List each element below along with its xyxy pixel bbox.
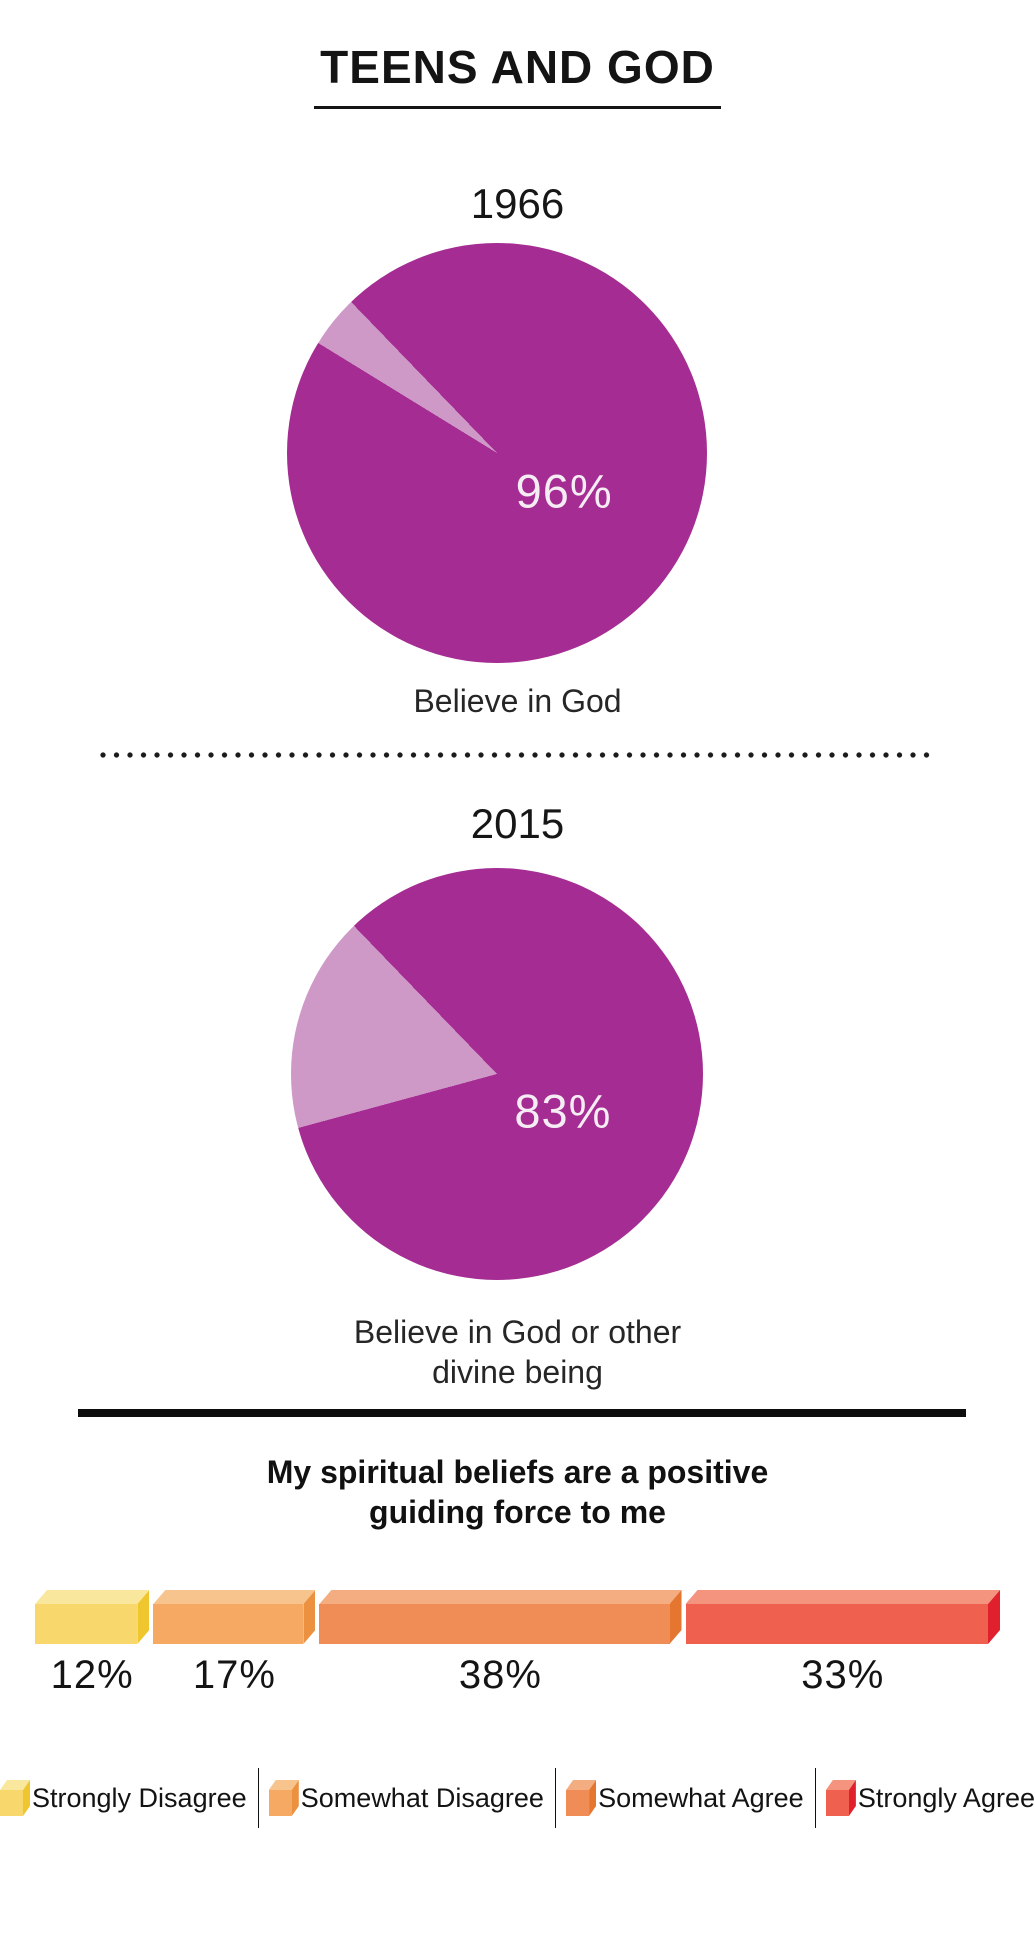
page-title: TEENS AND GOD [314, 40, 721, 109]
swatch-front-face [268, 1790, 292, 1816]
swatch-top-face [826, 1780, 856, 1790]
bar-segment-somewhat-agree [319, 1590, 682, 1644]
bar-segment-top-face [686, 1590, 1000, 1604]
bar-segment-front-face [35, 1604, 138, 1644]
bar-segment-side-face [669, 1590, 682, 1644]
swatch-top-face [566, 1780, 596, 1790]
bar-segment-side-face [988, 1590, 1000, 1644]
legend-label: Strongly Agree [857, 1782, 1035, 1813]
dotted-divider [100, 752, 936, 758]
pie-1966-year-label: 1966 [470, 180, 565, 227]
bar-segment-top-face [319, 1590, 681, 1604]
legend-item-somewhat-agree: Somewhat Agree [566, 1780, 804, 1816]
legend-item-somewhat-disagree: Somewhat Disagree [268, 1780, 544, 1816]
legend-item-strongly-agree: Strongly Agree [825, 1780, 1035, 1816]
bar-segment-strongly-agree [685, 1590, 1000, 1644]
bar-chart-title-line1: My spiritual beliefs are a positive [266, 1454, 769, 1490]
swatch-front-face [566, 1790, 590, 1816]
legend-swatch-somewhat-agree-icon [566, 1780, 597, 1816]
bar-segment-side-face [303, 1590, 316, 1644]
pie-1966-value-label: 96% [515, 464, 613, 518]
pie-1966-caption: Believe in God [413, 683, 622, 719]
legend-swatch-somewhat-disagree-icon [268, 1780, 299, 1816]
legend-swatch-strongly-agree-icon [825, 1780, 856, 1816]
legend-label: Somewhat Disagree [300, 1782, 544, 1813]
legend-label: Strongly Disagree [32, 1782, 247, 1813]
swatch-side-face [291, 1780, 299, 1816]
pie-2015-year-label: 2015 [470, 800, 565, 847]
swatch-side-face [23, 1780, 30, 1816]
swatch-front-face [0, 1790, 23, 1816]
swatch-top-face [269, 1780, 299, 1790]
bar-label-somewhat-agree: 38% [458, 1653, 542, 1697]
pie-2015-value-label: 83% [514, 1084, 612, 1138]
pie-2015-caption: Believe in God or other divine being [0, 1312, 1035, 1392]
legend-swatch-strongly-disagree-icon [0, 1780, 30, 1816]
pie-chart-1966: 96% [287, 243, 707, 663]
pie-2015-caption-line2: divine being [432, 1354, 603, 1390]
bar-segment-strongly-disagree [35, 1590, 150, 1644]
bar-segment-front-face [319, 1604, 670, 1644]
bar-label-strongly-disagree: 12% [50, 1653, 134, 1697]
bar-label-somewhat-disagree: 17% [192, 1653, 276, 1697]
bar-label-strongly-agree: 33% [801, 1653, 885, 1697]
swatch-side-face [848, 1780, 856, 1816]
legend-label: Somewhat Agree [598, 1782, 804, 1813]
swatch-top-face [0, 1780, 30, 1790]
legend: Strongly Disagree Somewhat Disagree Somewh… [0, 1766, 1035, 1830]
section-divider [78, 1409, 966, 1417]
pie-2015-caption-line1: Believe in God or other [353, 1314, 682, 1350]
bar-value-labels: 12% 17% 38% 33% [35, 1653, 1000, 1698]
bar-segment-somewhat-disagree [153, 1590, 316, 1644]
bar-segment-top-face [153, 1590, 315, 1604]
swatch-side-face [589, 1780, 597, 1816]
pie-chart-2015: 83% [291, 868, 703, 1280]
bar-segment-front-face [153, 1604, 304, 1644]
bar-segment-front-face [685, 1604, 988, 1644]
title-row: TEENS AND GOD [0, 40, 1035, 109]
bar-segment-side-face [137, 1590, 150, 1644]
legend-item-strongly-disagree: Strongly Disagree [0, 1780, 247, 1816]
swatch-front-face [825, 1790, 849, 1816]
bar-chart-title-line2: guiding force to me [369, 1494, 666, 1530]
bar-segment-top-face [35, 1590, 149, 1604]
stacked-bar [35, 1590, 1000, 1644]
bar-chart-title: My spiritual beliefs are a positive guid… [0, 1452, 1035, 1532]
